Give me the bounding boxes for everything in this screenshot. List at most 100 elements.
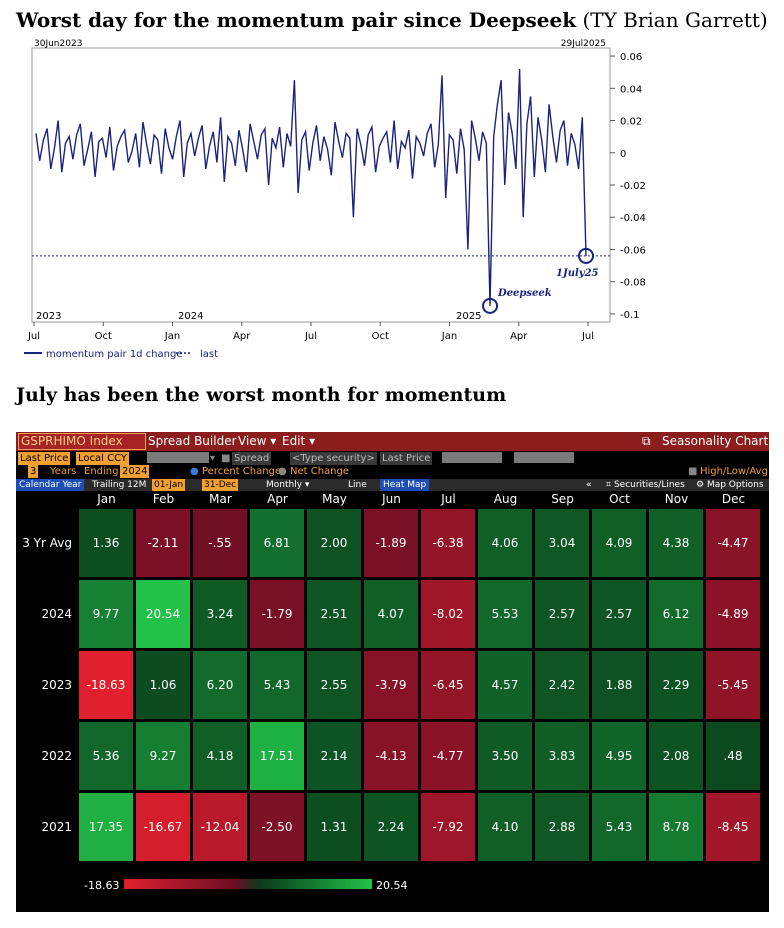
heatmap-cell[interactable]: 6.12 [648, 579, 704, 649]
heatmap-cell[interactable]: 9.27 [135, 721, 191, 791]
heatmap-cell[interactable]: 2.88 [534, 792, 590, 862]
security-input[interactable]: <Type security> [290, 452, 377, 465]
heatmap-cell[interactable]: -16.67 [135, 792, 191, 862]
heatmap-cell[interactable]: 5.43 [249, 650, 305, 720]
heatmap-cell[interactable]: 6.81 [249, 508, 305, 578]
heatmap-cell[interactable]: -4.13 [363, 721, 419, 791]
heatmap-cell[interactable]: -12.04 [192, 792, 248, 862]
heatmap-cell[interactable]: 5.53 [477, 579, 533, 649]
securities-lines-button[interactable]: ⌗ Securities/Lines [606, 480, 685, 490]
blank-select-1[interactable] [147, 452, 209, 463]
high-low-avg-checkbox[interactable]: ■ [688, 466, 698, 477]
heatmap-cell[interactable]: 2.55 [306, 650, 362, 720]
section-title: July has been the worst month for moment… [16, 384, 507, 406]
heatmap-cell[interactable]: 9.77 [78, 579, 134, 649]
heatmap-cell[interactable]: .48 [705, 721, 761, 791]
heatmap-cell[interactable]: 1.31 [306, 792, 362, 862]
heatmap-cell[interactable]: -2.50 [249, 792, 305, 862]
ticker-field[interactable]: GSPRHIMO Index [18, 433, 146, 450]
heat-map-tab[interactable]: Heat Map [380, 479, 430, 491]
heatmap-cell[interactable]: 3.04 [534, 508, 590, 578]
month-header-nov: Nov [664, 492, 689, 506]
heatmap-cell[interactable]: 3.24 [192, 579, 248, 649]
heatmap-cell[interactable]: 5.36 [78, 721, 134, 791]
field-select-3[interactable]: Last Price [380, 452, 433, 465]
heatmap-cell[interactable]: -5.45 [705, 650, 761, 720]
to-date-input[interactable]: 31-Dec [202, 479, 239, 491]
heatmap-cell[interactable]: 1.06 [135, 650, 191, 720]
heatmap-cell[interactable]: -4.77 [420, 721, 476, 791]
blank-select-3[interactable] [514, 452, 574, 463]
heatmap-cell[interactable]: -7.92 [420, 792, 476, 862]
heatmap-cell[interactable]: 4.06 [477, 508, 533, 578]
heatmap-cell[interactable]: -8.02 [420, 579, 476, 649]
menu-spread-builder[interactable]: Spread Builder [148, 434, 237, 448]
seasonality-chart-title: Seasonality Chart [662, 434, 769, 448]
percent-change-radio[interactable]: ● [190, 466, 199, 477]
calendar-year-tab[interactable]: Calendar Year [16, 479, 85, 491]
heatmap-cell[interactable]: 2.42 [534, 650, 590, 720]
net-change-radio[interactable]: ● [278, 466, 287, 477]
heatmap-cell[interactable]: -1.89 [363, 508, 419, 578]
heatmap-cell[interactable]: 4.10 [477, 792, 533, 862]
heatmap-cell[interactable]: -2.11 [135, 508, 191, 578]
field-select-1[interactable]: Last Price [18, 452, 71, 465]
heatmap-cell[interactable]: 2.57 [534, 579, 590, 649]
heatmap-cell[interactable]: 4.09 [591, 508, 647, 578]
month-header-jun: Jun [382, 492, 401, 506]
heatmap-cell[interactable]: -.55 [192, 508, 248, 578]
heatmap-cell[interactable]: 2.24 [363, 792, 419, 862]
heatmap-cell[interactable]: 6.20 [192, 650, 248, 720]
heatmap-cell[interactable]: 4.18 [192, 721, 248, 791]
heatmap-cell[interactable]: 5.43 [591, 792, 647, 862]
heatmap-cell[interactable]: -6.38 [420, 508, 476, 578]
heatmap-cell[interactable]: 2.51 [306, 579, 362, 649]
from-date-input[interactable]: 01-Jan [152, 479, 186, 491]
row-label: 2021 [41, 820, 72, 834]
heatmap-cell[interactable]: 8.78 [648, 792, 704, 862]
x-tick-label: Oct [372, 331, 389, 342]
heatmap-cell[interactable]: 1.36 [78, 508, 134, 578]
spread-checkbox[interactable]: ■ [221, 453, 231, 464]
heatmap-cell[interactable]: 4.95 [591, 721, 647, 791]
heatmap-cell[interactable]: -1.79 [249, 579, 305, 649]
heatmap-cell[interactable]: 4.38 [648, 508, 704, 578]
heatmap-cell[interactable]: -18.63 [78, 650, 134, 720]
collapse-icon[interactable]: « [586, 480, 592, 490]
heatmap-cell[interactable]: 17.35 [78, 792, 134, 862]
heatmap-cell[interactable]: 1.88 [591, 650, 647, 720]
x-tick-label: Apr [510, 331, 528, 342]
export-icon[interactable]: ⧉ [642, 434, 651, 448]
menu-view[interactable]: View ▾ [238, 434, 277, 448]
map-options-button[interactable]: ⚙ Map Options [696, 480, 764, 490]
heatmap-cell[interactable]: 3.50 [477, 721, 533, 791]
row-label: 2024 [41, 607, 72, 621]
trailing-12m-tab[interactable]: Trailing 12M [92, 480, 147, 490]
ending-year-input[interactable]: 2024 [120, 465, 150, 478]
heatmap-cell[interactable]: 4.07 [363, 579, 419, 649]
currency-select[interactable]: Local CCY [76, 452, 129, 465]
settings-row-2: 3 Years Ending 2024 ● Percent Change ● N… [16, 465, 769, 478]
heatmap-cell[interactable]: -4.89 [705, 579, 761, 649]
heatmap-cell[interactable]: 2.29 [648, 650, 704, 720]
frequency-select[interactable]: Monthly ▾ [266, 480, 310, 490]
heatmap-cell[interactable]: 20.54 [135, 579, 191, 649]
x-tick-label: Jan [164, 331, 180, 342]
heatmap-cell[interactable]: 2.14 [306, 721, 362, 791]
heatmap-cell[interactable]: 2.57 [591, 579, 647, 649]
heatmap-cell[interactable]: 2.00 [306, 508, 362, 578]
line-view-tab[interactable]: Line [348, 480, 367, 490]
years-input[interactable]: 3 [28, 465, 39, 478]
heatmap-cell[interactable]: 4.57 [477, 650, 533, 720]
heatmap-cell[interactable]: 17.51 [249, 721, 305, 791]
menu-edit[interactable]: Edit ▾ [282, 434, 316, 448]
heatmap-cell[interactable]: -6.45 [420, 650, 476, 720]
heatmap-cell[interactable]: -3.79 [363, 650, 419, 720]
heatmap-cell[interactable]: 3.83 [534, 721, 590, 791]
blank-select-2[interactable] [442, 452, 502, 463]
heatmap-cell[interactable]: -4.47 [705, 508, 761, 578]
heatmap-cell[interactable]: 2.08 [648, 721, 704, 791]
y-tick-label: -0.06 [620, 245, 646, 256]
heatmap-cell[interactable]: -8.45 [705, 792, 761, 862]
dropdown-icon[interactable]: ▾ [210, 453, 216, 464]
